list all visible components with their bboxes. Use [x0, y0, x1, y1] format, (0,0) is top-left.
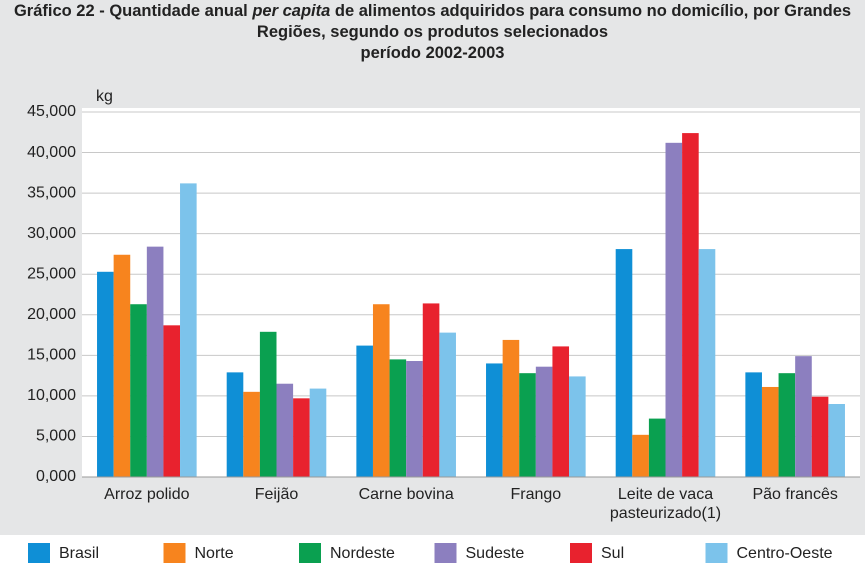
bar	[811, 396, 829, 477]
bar	[372, 304, 390, 477]
bar	[406, 361, 423, 477]
plot-area	[82, 108, 860, 477]
x-tick-label: Carne bovina	[358, 486, 454, 503]
bar	[259, 331, 277, 477]
legend-label: Centro-Oeste	[737, 545, 833, 562]
bar	[163, 325, 181, 477]
legend-swatch	[163, 543, 186, 563]
bar	[698, 249, 716, 477]
title-main: Gráfico 22 - Quantidade anual per capita…	[0, 1, 865, 43]
bar	[226, 372, 244, 477]
bar	[665, 142, 683, 478]
legend-swatch	[570, 543, 592, 563]
bar	[682, 133, 699, 478]
bar	[745, 372, 762, 477]
bar	[552, 346, 570, 477]
bar	[795, 356, 812, 477]
y-tick-label: 30,000	[27, 225, 76, 242]
title-italic: per capita	[252, 2, 331, 20]
bar	[130, 304, 147, 477]
bar	[309, 388, 327, 477]
bar	[180, 183, 197, 477]
legend-label: Norte	[195, 545, 234, 562]
bar	[569, 376, 586, 477]
bar	[389, 359, 407, 477]
bar	[502, 339, 520, 477]
bar	[146, 246, 164, 477]
y-tick-label: 40,000	[27, 144, 76, 161]
bar	[276, 383, 294, 477]
title-part: Gráfico 22 - Quantidade anual	[13, 2, 253, 20]
chart-subtitle: período 2002-2003	[360, 44, 505, 62]
bar	[486, 363, 503, 477]
y-tick-label: 5,000	[36, 428, 76, 445]
x-tick-label: Feijão	[254, 486, 299, 503]
y-tick-label: 10,000	[27, 387, 76, 404]
title-part: de alimentos adquiridos para consumo no …	[256, 2, 852, 41]
bar	[535, 366, 553, 477]
bar	[293, 398, 310, 477]
x-tick-label: Pão francês	[752, 486, 838, 503]
x-tick-label: Leite de vaca pasteurizado(1)	[609, 486, 722, 522]
legend-swatch	[299, 543, 321, 563]
y-tick-label: 15,000	[27, 347, 76, 364]
x-tick-label: Frango	[510, 486, 562, 503]
bar	[243, 391, 260, 477]
legend-label: Nordeste	[330, 545, 395, 562]
bar	[97, 271, 114, 477]
y-tick-label: 25,000	[27, 265, 76, 282]
x-tick-label: Arroz polido	[104, 486, 190, 503]
bar	[519, 373, 536, 477]
bar	[632, 434, 649, 477]
legend-swatch	[28, 543, 50, 563]
y-tick-label: 20,000	[27, 306, 76, 323]
bar	[113, 254, 131, 477]
legend-label: Sul	[601, 545, 624, 562]
bar	[648, 418, 666, 477]
bar	[761, 386, 779, 477]
legend-swatch	[434, 543, 457, 563]
bar	[615, 249, 633, 477]
bar	[422, 303, 440, 477]
bar	[439, 332, 456, 477]
legend-swatch	[705, 543, 728, 563]
legend-label: Sudeste	[466, 545, 525, 562]
y-tick-label: 45,000	[27, 103, 76, 120]
y-tick-label: 35,000	[27, 184, 76, 201]
bar	[356, 345, 373, 477]
bar	[778, 373, 796, 477]
y-tick-label: 0,000	[36, 468, 76, 485]
y-axis-label: kg	[96, 88, 113, 105]
chart-title: Gráfico 22 - Quantidade anual per capita…	[0, 1, 865, 64]
bar	[828, 404, 845, 477]
legend-label: Brasil	[59, 545, 99, 562]
